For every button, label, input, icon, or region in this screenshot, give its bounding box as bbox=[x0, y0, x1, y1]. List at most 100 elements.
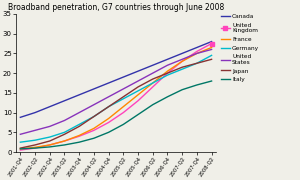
Line: Canada: Canada bbox=[20, 42, 212, 117]
France bbox=[210, 46, 213, 49]
United
Kingdom bbox=[63, 140, 66, 142]
Germany bbox=[136, 90, 140, 92]
United
States bbox=[136, 80, 140, 82]
France bbox=[136, 94, 140, 96]
Canada bbox=[107, 82, 110, 84]
France bbox=[122, 106, 125, 108]
Italy bbox=[48, 146, 52, 148]
Canada bbox=[136, 70, 140, 72]
Germany bbox=[33, 139, 37, 141]
Canada bbox=[210, 40, 213, 43]
Japan bbox=[180, 66, 184, 68]
Canada bbox=[63, 100, 66, 102]
United
Kingdom bbox=[33, 147, 37, 149]
Italy bbox=[33, 147, 37, 149]
United
States bbox=[195, 52, 199, 55]
United
States bbox=[19, 133, 22, 135]
United
Kingdom bbox=[107, 121, 110, 123]
United
States bbox=[63, 119, 66, 122]
United
Kingdom bbox=[136, 100, 140, 102]
Line: Germany: Germany bbox=[20, 55, 212, 142]
Germany bbox=[195, 62, 199, 64]
United
Kingdom bbox=[48, 144, 52, 146]
France bbox=[33, 146, 37, 148]
Title: Broadband penetration, G7 countries through June 2008: Broadband penetration, G7 countries thro… bbox=[8, 3, 224, 12]
Italy bbox=[63, 144, 66, 146]
United
States bbox=[122, 88, 125, 90]
United
States bbox=[107, 96, 110, 98]
United
States bbox=[210, 48, 213, 51]
Canada bbox=[151, 64, 154, 66]
Germany bbox=[166, 74, 169, 76]
France bbox=[195, 52, 199, 55]
Italy bbox=[195, 84, 199, 86]
Italy bbox=[210, 80, 213, 82]
Canada bbox=[77, 94, 81, 96]
France bbox=[19, 148, 22, 150]
United
Kingdom bbox=[151, 86, 154, 88]
Germany bbox=[63, 131, 66, 133]
Line: Italy: Italy bbox=[20, 81, 212, 149]
United
Kingdom bbox=[122, 111, 125, 114]
Japan bbox=[48, 140, 52, 142]
Japan bbox=[33, 144, 37, 146]
Germany bbox=[19, 141, 22, 143]
Line: United
Kingdom: United Kingdom bbox=[18, 41, 214, 152]
United
States bbox=[92, 104, 96, 106]
Japan bbox=[19, 147, 22, 149]
United
Kingdom bbox=[180, 60, 184, 62]
France bbox=[63, 140, 66, 142]
France bbox=[107, 117, 110, 120]
United
States bbox=[48, 125, 52, 127]
Canada bbox=[48, 106, 52, 108]
Italy bbox=[19, 148, 22, 150]
Line: Japan: Japan bbox=[20, 59, 212, 148]
Germany bbox=[92, 115, 96, 118]
Canada bbox=[195, 46, 199, 49]
Italy bbox=[151, 104, 154, 106]
Japan bbox=[63, 133, 66, 135]
France bbox=[151, 82, 154, 84]
Canada bbox=[180, 52, 184, 55]
United
Kingdom bbox=[19, 149, 22, 151]
Italy bbox=[107, 131, 110, 133]
United
States bbox=[33, 129, 37, 131]
United
Kingdom bbox=[195, 50, 199, 53]
Japan bbox=[195, 62, 199, 64]
Germany bbox=[210, 54, 213, 57]
United
States bbox=[77, 111, 81, 114]
Germany bbox=[180, 68, 184, 70]
France bbox=[180, 60, 184, 62]
Italy bbox=[136, 113, 140, 116]
Line: United
States: United States bbox=[20, 50, 212, 134]
United
States bbox=[180, 58, 184, 60]
United
Kingdom bbox=[210, 42, 213, 45]
Italy bbox=[166, 96, 169, 98]
Germany bbox=[107, 106, 110, 108]
United
States bbox=[151, 72, 154, 74]
United
Kingdom bbox=[77, 135, 81, 137]
Germany bbox=[77, 123, 81, 125]
Germany bbox=[122, 98, 125, 100]
Japan bbox=[210, 58, 213, 60]
Canada bbox=[166, 58, 169, 60]
Canada bbox=[122, 76, 125, 78]
Italy bbox=[180, 89, 184, 91]
Japan bbox=[166, 72, 169, 74]
France bbox=[77, 134, 81, 137]
Germany bbox=[151, 82, 154, 84]
France bbox=[166, 70, 169, 72]
Canada bbox=[19, 116, 22, 118]
France bbox=[48, 144, 52, 146]
Italy bbox=[92, 137, 96, 139]
Legend: Canada, United
Kingdom, France, Germany, United
States, Japan, Italy: Canada, United Kingdom, France, Germany,… bbox=[221, 14, 259, 82]
Italy bbox=[77, 141, 81, 143]
Japan bbox=[151, 78, 154, 80]
Japan bbox=[77, 125, 81, 127]
Canada bbox=[92, 88, 96, 90]
Japan bbox=[92, 115, 96, 118]
Japan bbox=[136, 86, 140, 88]
Canada bbox=[33, 111, 37, 114]
Line: France: France bbox=[20, 48, 212, 149]
United
Kingdom bbox=[166, 72, 169, 74]
